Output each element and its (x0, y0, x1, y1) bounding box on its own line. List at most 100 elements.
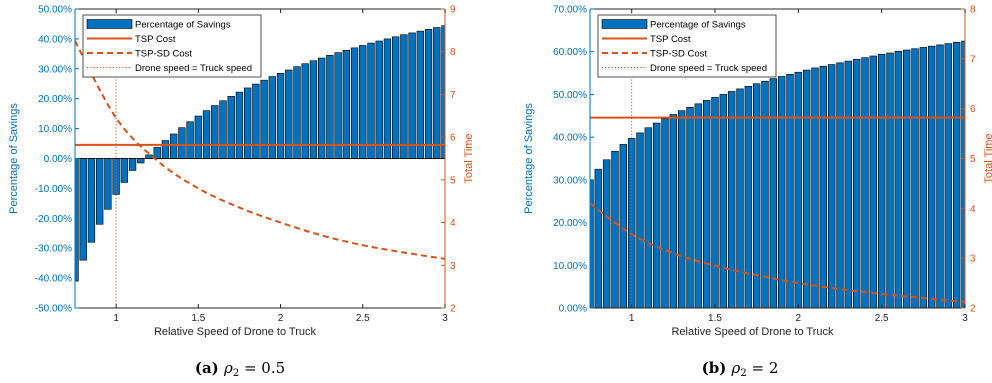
savings-bar (752, 83, 761, 308)
savings-bar (367, 42, 375, 159)
y2-tick-label: 2 (970, 304, 976, 315)
legend: Percentage of Savings TSP Cost TSP-SD Cost… (597, 14, 777, 78)
savings-bar (317, 57, 326, 159)
savings-bar (186, 121, 194, 159)
y-tick-label: 10.00% (38, 124, 72, 135)
caption-subscript: 2 (233, 368, 239, 379)
y-tick-label: 40.00% (553, 133, 587, 144)
savings-bar (619, 144, 628, 308)
x-tick-label: 1.5 (191, 313, 205, 324)
x-tick-label: 2.5 (356, 313, 370, 324)
y2-tick-label: 4 (970, 204, 976, 215)
tsp-sd-cost-line (590, 202, 965, 303)
y-axis-label: Percentage of Savings (8, 103, 20, 214)
y2-tick-label: 6 (970, 104, 976, 115)
savings-bar (590, 179, 594, 308)
y2-tick-label: 8 (450, 47, 456, 58)
savings-bar (87, 158, 96, 243)
savings-bar (902, 49, 911, 308)
savings-bar (194, 115, 203, 159)
legend-label: TSP-SD Cost (650, 48, 707, 59)
savings-bar (852, 59, 861, 308)
panel-caption: (a) ρ2 = 0.5 (195, 359, 285, 379)
savings-bar (861, 57, 869, 308)
y2-tick-label: 5 (450, 175, 456, 186)
savings-bar (202, 110, 211, 159)
savings-bar (669, 114, 678, 308)
y-tick-label: 40.00% (38, 34, 72, 45)
savings-bar (244, 87, 252, 159)
savings-bar (75, 158, 79, 282)
y-tick-label: 0.00% (559, 304, 587, 315)
savings-bar (433, 27, 441, 159)
x-tick-label: 2 (278, 313, 284, 324)
y2-tick-label: 3 (970, 254, 976, 265)
y-tick-label: -50.00% (35, 304, 72, 315)
savings-bar (137, 158, 145, 164)
savings-bar (391, 36, 400, 159)
savings-bar (744, 86, 753, 308)
savings-bar (777, 76, 786, 308)
y-axis-label: Percentage of Savings (523, 103, 535, 214)
caption-subscript: 2 (740, 368, 746, 379)
savings-bar (359, 45, 367, 159)
savings-bar (153, 147, 161, 159)
y2-tick-label: 4 (450, 218, 456, 229)
savings-bar (836, 62, 844, 308)
savings-bar (844, 60, 853, 308)
savings-bar (794, 71, 803, 308)
y-tick-label: -20.00% (35, 214, 72, 225)
x-tick-label: 2.5 (875, 313, 889, 324)
caption-label: (b) (702, 359, 732, 377)
legend-label: TSP Cost (650, 34, 691, 45)
savings-bar (936, 44, 944, 308)
savings-bar (416, 30, 424, 159)
x-tick-label: 1 (629, 313, 635, 324)
y-tick-label: 20.00% (38, 94, 72, 105)
plot-area (590, 9, 965, 308)
x-axis-label: Relative Speed of Drone to Truck (671, 326, 834, 338)
caption-symbol: ρ (223, 359, 233, 377)
y2-tick-label: 7 (970, 54, 976, 65)
y2-tick-label: 7 (450, 90, 456, 101)
savings-bar (719, 94, 728, 308)
savings-bar (686, 106, 694, 308)
y2-axis-label: Total Time (983, 133, 992, 183)
y2-tick-label: 5 (970, 154, 976, 165)
legend-swatch-bar (86, 19, 133, 29)
x-tick-label: 1 (113, 313, 119, 324)
y-tick-label: 20.00% (553, 218, 587, 229)
legend-label: Percentage of Savings (650, 19, 746, 30)
y2-tick-label: 9 (450, 5, 456, 16)
x-tick-label: 2 (796, 313, 802, 324)
savings-bar (96, 158, 104, 225)
savings-bar (819, 65, 828, 308)
savings-bar (161, 140, 170, 159)
savings-bar (677, 110, 686, 308)
savings-bar (894, 50, 903, 308)
y2-tick-label: 3 (450, 261, 456, 272)
savings-bar (268, 76, 276, 159)
y-tick-label: 10.00% (553, 261, 587, 272)
y-tick-label: 0.00% (44, 154, 72, 165)
x-axis-label: Relative Speed of Drone to Truck (154, 326, 317, 338)
savings-bar (944, 43, 953, 308)
y-tick-label: 70.00% (553, 5, 587, 16)
savings-bar (375, 40, 383, 159)
savings-bar (211, 105, 219, 159)
savings-bar (802, 69, 811, 308)
chart-panel-a: 1 1.5 2 2.5 3 -50.00% -40.00% -30.00% -20.00% -10… (8, 5, 475, 380)
caption-value: = 0.5 (239, 359, 285, 377)
savings-bar (334, 52, 342, 159)
y2-tick-label: 2 (450, 304, 456, 315)
savings-bar (711, 97, 719, 308)
chart-panel-b: 1 1.5 2 2.5 30.00%10.00%20.00%30.00%40.00%50… (523, 5, 992, 380)
panel-caption: (b) ρ2 = 2 (702, 359, 779, 379)
savings-bar (120, 158, 128, 183)
y2-tick-label: 8 (970, 5, 976, 16)
savings-bar (694, 103, 703, 308)
savings-bar (594, 168, 603, 308)
savings-bar (260, 79, 268, 159)
savings-bar (769, 78, 778, 308)
